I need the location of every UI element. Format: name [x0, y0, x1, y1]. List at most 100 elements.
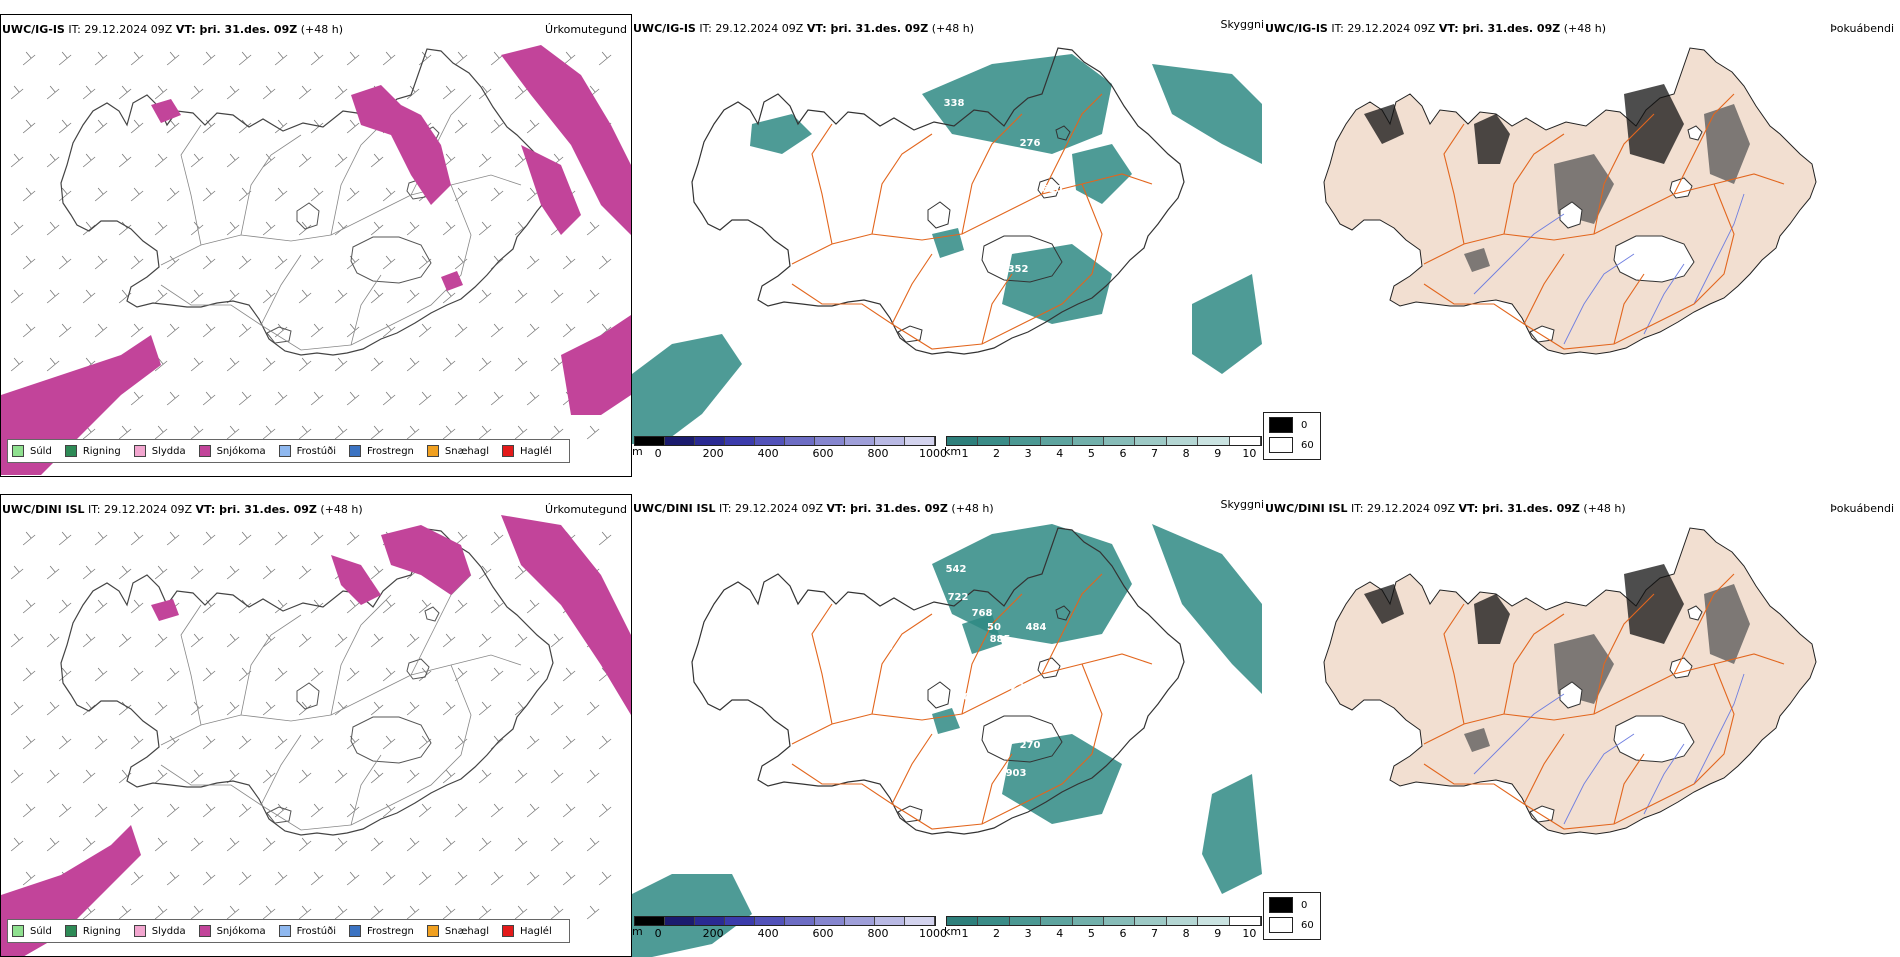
wind-barb — [526, 667, 540, 682]
wind-barb — [406, 905, 420, 920]
colorbar-cell — [785, 917, 815, 925]
wind-barb — [346, 871, 360, 886]
legend-label: Frostúði — [296, 925, 336, 937]
colorbar-tick-label: 800 — [867, 447, 889, 460]
wind-barb — [334, 289, 348, 304]
cloud-base-label: 542 — [946, 564, 967, 575]
low-visibility-area — [1002, 244, 1112, 324]
wind-barb — [382, 667, 396, 682]
fog-legend: 0 60 — [1263, 412, 1321, 460]
wind-barb — [262, 701, 276, 716]
colorbar-tick-label: 400 — [757, 927, 779, 940]
wind-barb — [262, 837, 276, 852]
legend-swatch — [12, 445, 24, 457]
wind-barb — [10, 701, 24, 716]
colorbar-cell — [1041, 917, 1073, 925]
wind-barb — [274, 119, 288, 134]
wind-barb — [562, 803, 576, 818]
colorbar-unit: km — [944, 925, 962, 938]
low-visibility-area — [632, 874, 752, 957]
wind-barb — [334, 357, 348, 372]
legend-item: Haglél — [502, 925, 552, 937]
wind-barb — [202, 735, 216, 750]
low-visibility-area — [1072, 144, 1132, 204]
wind-barb — [202, 803, 216, 818]
colorbar-labels: 0 200 400 600 800 1000 — [634, 447, 947, 461]
wind-barb — [490, 391, 504, 406]
legend-swatch — [198, 445, 211, 457]
cloud-base-label: 338 — [944, 98, 965, 109]
wind-barb — [562, 871, 576, 886]
fog-legend-item: 60 — [1269, 437, 1315, 453]
low-visibility-area — [632, 334, 742, 444]
wind-barb — [94, 667, 108, 682]
wind-barb — [94, 531, 108, 546]
wind-barb — [298, 85, 312, 100]
wind-barb — [490, 119, 504, 134]
colorbar-cell — [947, 917, 979, 925]
wind-barb — [58, 667, 72, 682]
legend-label: Snæhagl — [444, 925, 490, 937]
legend-item: Frostúði — [278, 445, 336, 457]
cloud-base-label: 307 — [854, 246, 875, 257]
legend-item: Snjókoma — [198, 925, 266, 937]
colorbar-cells — [946, 916, 1262, 926]
wind-barb — [526, 391, 540, 406]
legend-label: Frostregn — [367, 445, 414, 457]
legend-swatch — [349, 925, 361, 937]
legend-item: Frostregn — [349, 445, 414, 457]
colorbar-cell — [815, 917, 845, 925]
colorbar-cell — [1198, 437, 1230, 445]
wind-barb — [514, 905, 528, 920]
wind-barb — [310, 391, 324, 406]
cloud-base-label: 885 — [990, 634, 1011, 645]
wind-barb — [46, 153, 60, 168]
wind-barb — [262, 905, 276, 920]
wind-barb — [154, 837, 168, 852]
wind-barb — [262, 769, 276, 784]
visibility-colorbar: km 1 2 3 4 5 6 7 8 9 10 — [944, 436, 1262, 470]
colorbar-tick-label: 0 — [654, 447, 662, 460]
wind-barb — [442, 837, 456, 852]
wind-barb — [562, 667, 576, 682]
wind-barb — [58, 599, 72, 614]
cloud-base-label: 352 — [1008, 264, 1029, 275]
wind-barb — [22, 255, 36, 270]
colorbar-cell — [635, 437, 665, 445]
wind-barb — [22, 803, 36, 818]
wind-barb — [274, 871, 288, 886]
colorbar-cell — [635, 917, 665, 925]
wind-barb — [346, 735, 360, 750]
wind-barb — [382, 51, 396, 66]
wind-barb — [550, 769, 564, 784]
colorbar-cell — [1009, 917, 1042, 925]
legend-label: Haglél — [520, 445, 552, 457]
colorbar-cell — [905, 437, 935, 445]
colorbar-cell — [978, 917, 1010, 925]
wind-barb — [346, 667, 360, 682]
legend-label: Rigning — [82, 445, 121, 457]
wind-barb — [406, 769, 420, 784]
cloud-base-label: 46 — [933, 262, 947, 273]
panel-header: UWC/DINI ISL IT: 29.12.2024 09Z VT: þri.… — [633, 502, 994, 515]
wind-barb — [418, 599, 432, 614]
wind-barb — [454, 255, 468, 270]
wind-barb — [82, 769, 96, 784]
wind-barb — [382, 803, 396, 818]
wind-barb — [406, 221, 420, 236]
wind-barb — [238, 51, 252, 66]
low-visibility-area — [1152, 64, 1262, 164]
wind-barb — [334, 905, 348, 920]
wind-barb — [190, 565, 204, 580]
low-visibility-area — [750, 114, 812, 154]
colorbar-unit: km — [944, 445, 962, 458]
wind-barb — [370, 425, 384, 440]
cloudbase-colorbar: m 0 200 400 600 800 1000 — [632, 436, 947, 470]
wind-barb — [10, 153, 24, 168]
wind-barb — [382, 599, 396, 614]
wind-barb — [598, 735, 612, 750]
fog-legend-swatch — [1269, 917, 1293, 933]
wind-barb — [298, 769, 312, 784]
wind-barb — [274, 187, 288, 202]
wind-barb — [190, 905, 204, 920]
